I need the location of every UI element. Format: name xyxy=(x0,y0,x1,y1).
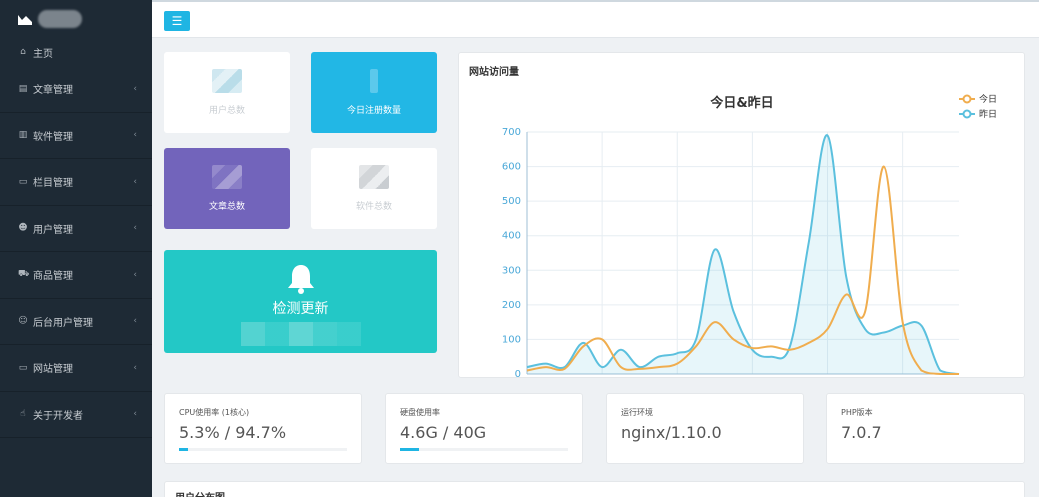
file-text-icon: ▤ xyxy=(18,83,28,94)
tile-registered-today-label: 今日注册数量 xyxy=(346,106,401,116)
cpu-progress-bar xyxy=(179,448,347,451)
folder-open-icon: ▭ xyxy=(18,176,28,187)
tile-users-label: 用户总数 xyxy=(208,106,245,116)
stat-runtime-value: nginx/1.10.0 xyxy=(621,423,722,442)
chevron-left-icon: ‹ xyxy=(133,223,137,234)
stat-disk: 硬盘使用率 4.6G / 40G xyxy=(385,393,583,464)
bell-icon xyxy=(287,265,314,294)
chevron-left-icon: ‹ xyxy=(133,83,137,94)
menu-toggle-button[interactable]: ☰ xyxy=(164,11,190,31)
series-line-0 xyxy=(526,165,959,375)
user-plus-icon: ☺ xyxy=(18,316,28,327)
stat-disk-value: 4.6G / 40G xyxy=(400,423,487,442)
sidebar-item-4[interactable]: ☻ 用户管理 ‹ xyxy=(0,206,152,252)
legend-marker-0 xyxy=(962,94,972,104)
chevron-left-icon: ‹ xyxy=(133,316,137,327)
stat-php-label: PHP版本 xyxy=(841,408,873,417)
chevron-left-icon: ‹ xyxy=(133,409,137,420)
chevron-left-icon: ‹ xyxy=(133,130,137,141)
tile-users[interactable]: 用户总数 xyxy=(164,52,290,133)
legend-label-0: 今日 xyxy=(979,93,997,105)
y-tick-label: 400 xyxy=(502,231,521,242)
stat-disk-label: 硬盘使用率 xyxy=(400,408,440,417)
y-tick-label: 0 xyxy=(515,369,521,377)
tile-registered-today[interactable]: 今日注册数量 xyxy=(311,52,437,133)
y-tick-label: 100 xyxy=(502,334,521,345)
sidebar-item-label: 关于开发者 xyxy=(33,410,83,422)
shopping-cart-icon: ⛟ xyxy=(18,269,30,280)
tile-articles[interactable]: 文章总数 xyxy=(164,148,290,229)
tile-software[interactable]: 软件总数 xyxy=(311,148,437,229)
stat-cpu: CPU使用率 (1核心) 5.3% / 94.7% xyxy=(164,393,362,464)
sidebar-nav: ⌂ 主页 ▤ 文章管理 ‹ ▥ 软件管理 ‹ ▭ 栏目管理 ‹ ☻ 用户管理 ‹ ⛟ 商品管理 ‹ ☺ 后台用户管理… xyxy=(0,38,152,438)
user-distribution-card: 用户分布图 xyxy=(164,481,1025,497)
desktop-icon: ▭ xyxy=(18,362,28,373)
y-tick-label: 500 xyxy=(502,196,521,207)
sidebar-item-label: 文章管理 xyxy=(33,85,73,97)
user-distribution-title: 用户分布图 xyxy=(175,489,225,497)
sidebar-item-7[interactable]: ▭ 网站管理 ‹ xyxy=(0,345,152,392)
sidebar-item-1[interactable]: ▤ 文章管理 ‹ xyxy=(0,66,152,113)
sidebar-item-8[interactable]: ☝ 关于开发者 ‹ xyxy=(0,392,152,438)
tile-check-update[interactable]: 检测更新 xyxy=(164,250,437,353)
disk-progress-fill xyxy=(400,448,420,451)
chart-title: 今日&昨日 xyxy=(709,95,773,111)
users-icon: ☻ xyxy=(18,223,28,234)
home-icon: ⌂ xyxy=(20,47,26,57)
file-icon: ▥ xyxy=(18,130,28,141)
sidebar-item-3[interactable]: ▭ 栏目管理 ‹ xyxy=(0,159,152,206)
tile-check-update-label: 检测更新 xyxy=(272,301,329,317)
sidebar-item-label: 网站管理 xyxy=(33,364,73,376)
area-chart-icon xyxy=(18,15,32,25)
y-tick-label: 300 xyxy=(502,265,521,276)
sidebar: ⌂ 主页 ▤ 文章管理 ‹ ▥ 软件管理 ‹ ▭ 栏目管理 ‹ ☻ 用户管理 ‹ ⛟ 商品管理 ‹ ☺ 后台用户管理… xyxy=(0,0,152,497)
top-bar: ☰ xyxy=(152,0,1039,38)
articles-icon-blurred xyxy=(212,165,242,189)
legend-marker-1 xyxy=(962,109,972,119)
sidebar-item-label: 商品管理 xyxy=(33,271,73,283)
chevron-left-icon: ‹ xyxy=(133,362,137,373)
software-icon-blurred xyxy=(359,165,389,189)
series-line-1 xyxy=(526,134,960,375)
logo-name-blurred xyxy=(38,10,82,28)
stat-cpu-value: 5.3% / 94.7% xyxy=(179,423,287,442)
series-area-1 xyxy=(527,135,959,374)
users-icon-blurred xyxy=(212,69,242,93)
logo[interactable] xyxy=(0,0,152,38)
sidebar-item-label: 软件管理 xyxy=(33,131,73,143)
top-strip xyxy=(152,0,1039,2)
sidebar-item-label: 用户管理 xyxy=(33,224,73,236)
disk-progress-bar xyxy=(400,448,568,451)
update-info-blurred xyxy=(240,322,361,346)
sidebar-item-0[interactable]: ⌂ 主页 xyxy=(0,38,152,66)
chevron-left-icon: ‹ xyxy=(133,176,137,187)
hand-icon: ☝ xyxy=(20,409,26,420)
sidebar-item-label: 栏目管理 xyxy=(33,178,73,190)
tile-articles-label: 文章总数 xyxy=(208,202,245,212)
stat-runtime: 运行环境 nginx/1.10.0 xyxy=(606,393,804,464)
y-tick-label: 600 xyxy=(502,162,521,173)
hamburger-icon: ☰ xyxy=(171,14,183,28)
traffic-line-chart[interactable]: 今日&昨日01002003004005006007000:00~1:004:00… xyxy=(459,77,1024,377)
legend-label-1: 昨日 xyxy=(979,108,997,120)
stat-php: PHP版本 7.0.7 xyxy=(826,393,1025,464)
stat-cpu-label: CPU使用率 (1核心) xyxy=(179,408,250,417)
sidebar-item-5[interactable]: ⛟ 商品管理 ‹ xyxy=(0,252,152,299)
sidebar-item-6[interactable]: ☺ 后台用户管理 ‹ xyxy=(0,299,152,345)
registered-icon-blurred xyxy=(370,69,378,93)
stat-php-value: 7.0.7 xyxy=(841,423,882,442)
sidebar-item-2[interactable]: ▥ 软件管理 ‹ xyxy=(0,113,152,159)
y-tick-label: 700 xyxy=(502,127,521,138)
y-tick-label: 200 xyxy=(502,300,521,311)
stat-runtime-label: 运行环境 xyxy=(621,408,653,417)
traffic-card: 网站访问量 今日&昨日01002003004005006007000:00~1:… xyxy=(458,52,1025,378)
cpu-progress-fill xyxy=(179,448,188,451)
chevron-left-icon: ‹ xyxy=(133,269,137,280)
traffic-card-title: 网站访问量 xyxy=(469,67,519,78)
sidebar-item-label: 主页 xyxy=(33,48,53,60)
sidebar-item-label: 后台用户管理 xyxy=(33,317,93,329)
tile-software-label: 软件总数 xyxy=(355,202,392,212)
